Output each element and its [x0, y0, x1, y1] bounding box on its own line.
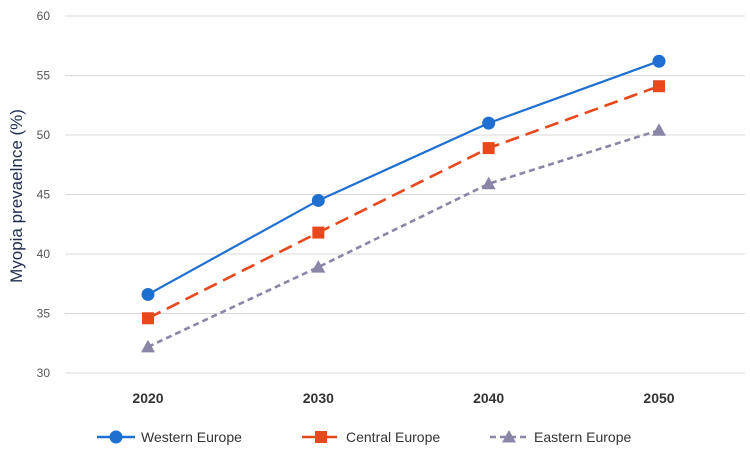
series-central-europe [142, 80, 665, 325]
legend-item: Central Europe [302, 429, 440, 445]
data-point-circle [482, 116, 496, 130]
data-point-square [142, 312, 154, 325]
series-eastern-europe [141, 123, 666, 353]
legend-label: Western Europe [141, 429, 242, 445]
gridlines [65, 15, 745, 374]
x-axis-ticks: 2020 2030 2040 2050 [132, 390, 674, 406]
y-tick-label: 30 [37, 366, 51, 380]
series-line [147, 128, 660, 348]
y-tick-label: 35 [37, 307, 51, 321]
series-line [147, 84, 660, 320]
x-tick-label: 2040 [473, 390, 504, 406]
legend-label: Eastern Europe [534, 429, 631, 445]
data-point-circle [311, 193, 325, 207]
y-axis-ticks: 30 35 40 45 50 55 60 [37, 9, 51, 380]
legend-item: Western Europe [97, 429, 242, 445]
legend-marker [109, 430, 123, 444]
y-tick-label: 55 [37, 69, 51, 83]
x-tick-label: 2030 [303, 390, 334, 406]
data-point-square [653, 80, 665, 93]
data-point-square [482, 142, 495, 155]
series-lines [141, 54, 666, 353]
data-point-triangle [311, 260, 326, 273]
legend-item: Eastern Europe [490, 429, 631, 445]
series-line [147, 60, 660, 296]
series-western-europe [141, 54, 666, 301]
y-tick-label: 45 [37, 188, 51, 202]
data-point-triangle [652, 123, 666, 136]
data-point-triangle [141, 339, 155, 353]
y-tick-label: 60 [37, 9, 51, 23]
data-point-square [312, 226, 325, 239]
legend-marker [315, 431, 327, 443]
legend-marker [502, 430, 516, 443]
y-tick-label: 40 [37, 247, 51, 261]
legend: Western Europe Central Europe Eastern Euro… [97, 429, 631, 445]
y-axis-label: Myopia prevaelnce (%) [7, 109, 26, 283]
data-point-triangle [481, 176, 496, 190]
x-tick-label: 2020 [132, 390, 163, 406]
data-point-circle [141, 287, 155, 301]
y-tick-label: 50 [37, 128, 51, 142]
data-point-circle [652, 54, 666, 68]
legend-label: Central Europe [346, 429, 440, 445]
x-tick-label: 2050 [643, 390, 674, 406]
